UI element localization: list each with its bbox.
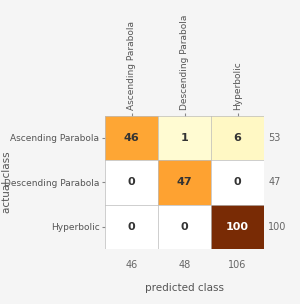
Text: 0: 0	[128, 178, 135, 187]
Text: 100: 100	[268, 222, 286, 232]
Bar	[158, 116, 211, 160]
Text: 0: 0	[181, 222, 188, 232]
Text: 53: 53	[268, 133, 280, 143]
Bar	[158, 205, 211, 249]
Text: 6: 6	[234, 133, 242, 143]
Bar	[105, 205, 158, 249]
Text: 0: 0	[234, 178, 241, 187]
Text: 0: 0	[128, 222, 135, 232]
Bar	[158, 160, 211, 205]
Bar	[211, 160, 264, 205]
Text: 46: 46	[124, 133, 140, 143]
Text: 47: 47	[177, 178, 192, 187]
Bar	[211, 205, 264, 249]
Text: 48: 48	[178, 261, 190, 271]
Text: 1: 1	[181, 133, 188, 143]
Text: 46: 46	[125, 261, 138, 271]
Text: 106: 106	[228, 261, 247, 271]
Bar	[105, 116, 158, 160]
Bar	[211, 116, 264, 160]
Text: predicted class: predicted class	[145, 283, 224, 293]
Bar	[105, 160, 158, 205]
Text: actual class: actual class	[2, 152, 12, 213]
Text: 47: 47	[268, 178, 280, 187]
Text: 100: 100	[226, 222, 249, 232]
